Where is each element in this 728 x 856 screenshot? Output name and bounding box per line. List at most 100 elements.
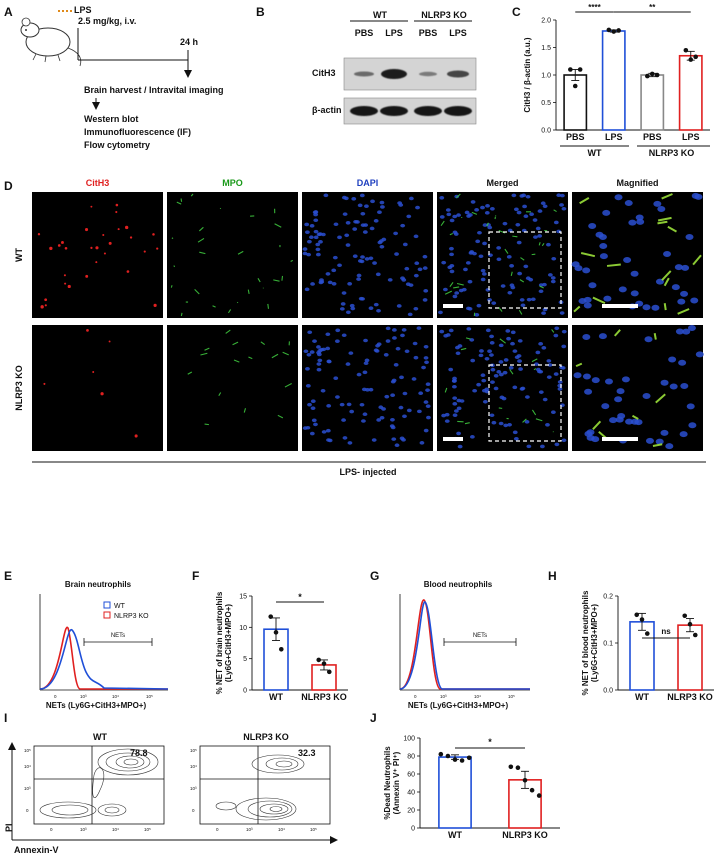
lps-label: LPS [74, 5, 92, 15]
chart-f-point [273, 630, 279, 635]
chart-f-ytick: 15 [239, 594, 247, 601]
histo-g-tick-1: 10³ [440, 694, 447, 699]
blot-lane-3: PBS [419, 28, 438, 38]
assay-western: Western blot [84, 114, 138, 124]
chart-j-point [459, 758, 465, 763]
chart-c-ytick: 1.0 [541, 73, 551, 80]
chart-f-point [268, 614, 274, 619]
contour-ko-lines [215, 754, 305, 821]
chart-f-ytick: 0 [243, 688, 247, 695]
chart-f-ylabel: (Ly6G+CitH3+MPO+) [224, 604, 233, 683]
contour-wt-lines [39, 748, 159, 819]
contour-wt-value: 78.8 [130, 748, 148, 758]
histo-g-title: Blood neutrophils [424, 580, 493, 589]
panel-j-chart: 0 20 40 60 80 100 %Dead Neutrophils (Annexin V⁺… [383, 736, 560, 840]
assay-if: Immunofluorescence (IF) [84, 127, 191, 137]
chart-j-point [536, 793, 542, 798]
contour-xtick-3: 10⁴ [112, 827, 119, 832]
panel-f-chart: 0 5 10 15 % NET of brain neutrophils (Ly6G+Ci… [215, 591, 348, 702]
micro-image-cith3 [32, 325, 163, 451]
chart-j-point [438, 751, 444, 757]
contour-ko-xtick-3: 10⁴ [278, 827, 285, 832]
panel-e-histogram: Brain neutrophils NETs WT NLRP3 KO 0 10³… [39, 580, 169, 710]
panel-label-i: I [4, 711, 7, 725]
panel-a-schematic: LPS 2.5 mg/kg, i.v. 24 h Brain harvest /… [20, 5, 224, 150]
blot-row-cith3: CitH3 [312, 68, 336, 78]
blot-lane-4: LPS [449, 28, 467, 38]
band-actin-3 [414, 106, 442, 116]
band-actin-2 [380, 106, 408, 116]
chart-j-ytick: 60 [407, 772, 415, 779]
chart-j-point [452, 757, 458, 762]
chart-c-sig-2: ** [649, 3, 656, 12]
chart-j-point [466, 755, 472, 761]
micro-image-mpo [167, 192, 298, 318]
micro-col-cith3: CitH3 [86, 178, 110, 188]
histo-e-tick-0: 0 [54, 694, 57, 699]
chart-c-point [645, 73, 650, 79]
histo-e-title: Brain neutrophils [65, 580, 132, 589]
chart-j-sig: * [488, 737, 492, 747]
band-cith3-3 [419, 71, 437, 77]
legend-wt-swatch [103, 601, 111, 609]
contour-wt-title: WT [93, 732, 107, 742]
panel-c-chart: 0.0 0.5 1.0 1.5 2.0 CitH3 / β-actin (a.u.) PBS… [523, 3, 710, 158]
chart-c-ytick: 1.5 [541, 45, 551, 52]
chart-f-ytick: 5 [243, 656, 247, 663]
micro-image-merged [437, 192, 568, 318]
chart-h-ytick: 0.0 [603, 688, 613, 695]
micro-col-mpo: MPO [222, 178, 243, 188]
micro-image-magnified [571, 192, 703, 318]
contour-ytick-4: 0 [26, 808, 29, 813]
histo-e-tick-2: 10⁴ [112, 694, 119, 699]
chart-h-point [639, 617, 645, 622]
chart-h-point [682, 613, 688, 619]
chart-c-point [654, 72, 660, 78]
chart-c-point [649, 71, 655, 77]
chart-c-ylabel: CitH3 / β-actin (a.u.) [523, 37, 532, 112]
micro-image-magnified [572, 325, 704, 451]
chart-c-group-wt: WT [588, 148, 602, 158]
micro-col-merged: Merged [486, 178, 518, 188]
histo-e-tick-3: 10⁵ [146, 694, 153, 699]
histo-e-tick-1: 10³ [80, 694, 87, 699]
chart-j-ylabel: %Dead Neutrophils [383, 746, 392, 820]
panel-label-d: D [4, 179, 13, 193]
chart-j-ytick: 0 [411, 826, 415, 833]
chart-h-point [692, 632, 698, 638]
chart-c-point [606, 27, 612, 33]
chart-f-point [316, 657, 322, 663]
chart-c-ytick: 0.0 [541, 128, 551, 135]
panel-i-contours: WT NLRP3 KO 78.8 [4, 732, 338, 855]
mouse-icon [20, 17, 82, 67]
chart-f-point [278, 646, 284, 652]
band-cith3-1 [354, 71, 374, 77]
panel-label-a: A [4, 5, 13, 19]
histo-g-ko-curve [399, 599, 530, 690]
contour-ko-ytick-4: 0 [192, 808, 195, 813]
legend-wt-label: WT [114, 603, 126, 610]
blot-row-actin: β-actin [312, 105, 342, 115]
chart-c-point [688, 57, 694, 62]
chart-c-bar [640, 74, 665, 131]
chart-c-point [616, 28, 621, 33]
chart-j-ytick: 80 [407, 754, 415, 761]
panel-label-f: F [192, 569, 199, 583]
chart-h-ylabel: (Ly6G+CitH3+MPO+) [590, 604, 599, 683]
chart-h-point [687, 621, 693, 627]
histo-e-gate-label: NETs [111, 633, 125, 639]
band-actin-1 [350, 106, 378, 116]
contour-ytick-3: 10³ [24, 786, 31, 791]
chart-f-point [326, 669, 332, 675]
chart-f-ytick: 10 [239, 625, 247, 632]
histo-e-ko-curve [39, 626, 168, 690]
contour-ko-ytick-1: 10⁵ [190, 748, 197, 753]
chart-j-ytick: 40 [407, 790, 415, 797]
histo-e-xlabel: NETs (Ly6G+CitH3+MPO+) [46, 701, 147, 710]
micro-row-label: WT [14, 248, 24, 262]
micro-col-dapi: DAPI [357, 178, 379, 188]
chart-c-bar [563, 74, 588, 131]
chart-h-category: WT [635, 692, 649, 702]
panel-b-western-blot: WT NLRP3 KO PBS LPS PBS LPS CitH3 β-acti… [312, 10, 477, 125]
